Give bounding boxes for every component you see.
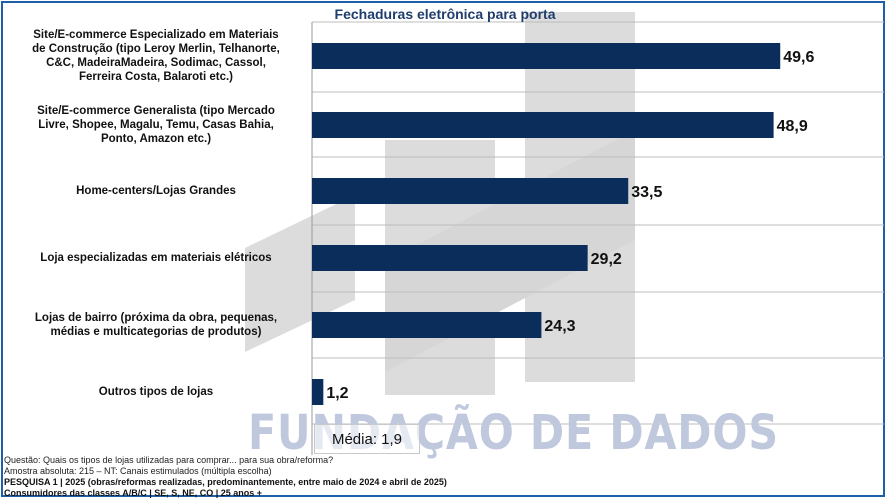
category-label-line: Ponto, Amazon etc.) [100,133,212,145]
category-label-line: Ferreira Costa, Balaroti etc.) [78,71,233,83]
footer-sample: Amostra absoluta: 215 – NT: Canais estim… [4,466,272,476]
category-label: Site/E-commerce Especializado em Materia… [6,28,306,84]
bars [312,43,781,405]
data-label: 49,6 [783,49,814,66]
footer-audience: Consumidores das classes A/B/C | SE, S, … [4,488,263,498]
bar [312,178,629,204]
category-label-line: Outros tipos de lojas [98,386,214,398]
category-label-line: C&C, MadeiraMadeira, Sodimac, Cassol, [46,57,266,69]
category-label: Lojas de bairro (próxima da obra, pequen… [6,311,306,339]
watermark-logo-text: FUNDAÇÃO DE DADOS [248,405,779,461]
data-label: 24,3 [544,318,575,335]
footer-question: Questão: Quais os tipos de lojas utiliza… [4,455,334,465]
category-label: Outros tipos de lojas [6,385,306,399]
category-label-line: de Construção (tipo Leroy Merlin, Telhan… [32,43,280,55]
category-label-line: médias e multicategorias de produtos) [50,326,262,338]
footer-survey: PESQUISA 1 | 2025 (obras/reformas realiz… [4,477,447,487]
bar [312,379,324,405]
bar [312,245,588,271]
gridlines [311,21,884,455]
category-label: Site/E-commerce Generalista (tipo Mercad… [6,104,306,146]
bar [312,312,542,338]
bar [312,112,774,138]
chart-title: Fechaduras eletrônica para porta [334,6,556,22]
bar [312,43,781,69]
category-label-line: Site/E-commerce Especializado em Materia… [33,29,279,41]
category-label-line: Loja especializadas em materiais elétric… [40,252,272,264]
data-labels: 49,6 48,9 33,5 29,2 24,3 1,2 [326,49,814,402]
category-label-line: Home-centers/Lojas Grandes [76,185,236,197]
data-label: 29,2 [591,251,622,268]
category-label-line: Site/E-commerce Generalista (tipo Mercad… [37,105,275,117]
data-label: 1,2 [326,385,348,402]
category-label-line: Lojas de bairro (próxima da obra, pequen… [34,312,278,324]
category-label: Loja especializadas em materiais elétric… [6,251,306,265]
data-label: 33,5 [631,184,662,201]
category-label: Home-centers/Lojas Grandes [6,184,306,198]
category-label-line: Livre, Shopee, Magalu, Temu, Casas Bahia… [38,119,274,131]
data-label: 48,9 [777,118,808,135]
mean-label: Média: 1,9 [314,424,420,454]
